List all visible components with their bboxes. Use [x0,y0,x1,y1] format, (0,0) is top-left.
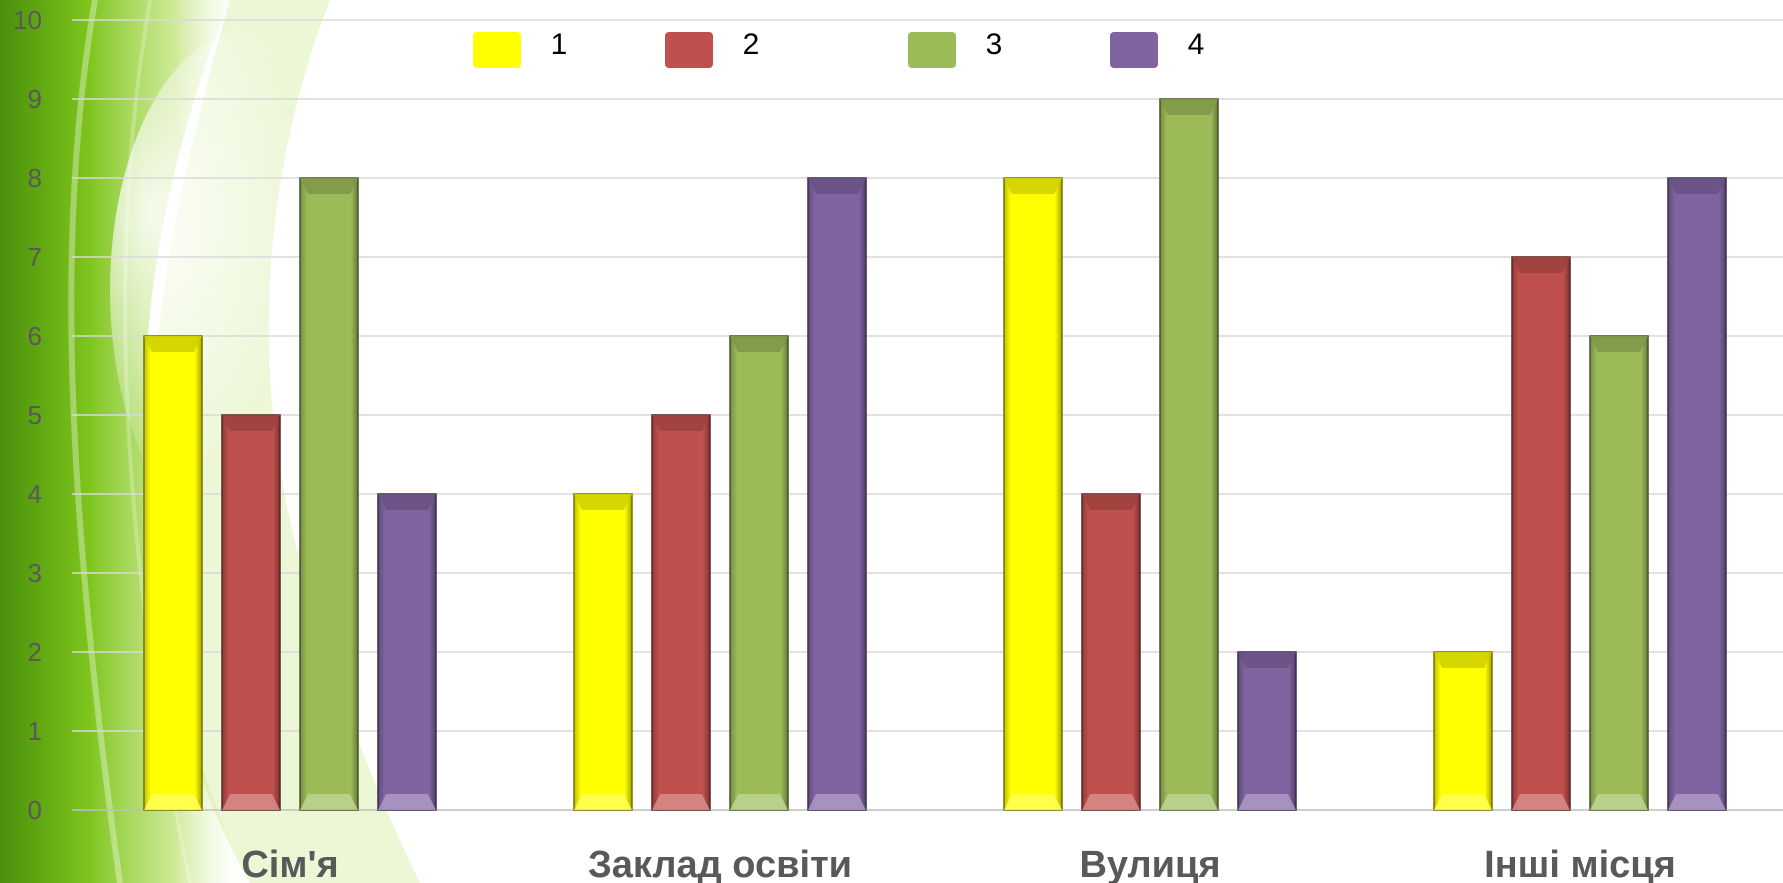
x-category-label: Сім'я [241,844,338,883]
legend-label: 2 [743,28,760,61]
y-tick-label: 8 [28,163,42,193]
y-axis-ticks: 0 1 2 3 4 5 6 7 8 9 10 [13,5,42,825]
y-tick-label: 3 [28,558,42,588]
y-tick-label: 9 [28,84,42,114]
bar [1003,177,1063,811]
bar [143,335,203,811]
legend-swatch [665,32,713,68]
bar [651,414,711,811]
legend-swatch [473,32,521,68]
x-axis-labels: Сім'я Заклад освіти Вулиця Інші місця [241,844,1675,883]
x-category-label: Інші місця [1484,844,1676,883]
legend-label: 3 [986,28,1003,61]
y-tick-label: 0 [28,795,42,825]
legend-item: 3 [908,28,1002,68]
bars [143,98,1727,811]
legend-swatch [908,32,956,68]
legend-swatch [1110,32,1158,68]
bar [729,335,789,811]
x-category-label: Вулиця [1079,844,1220,883]
legend: 1 2 3 4 [473,28,1204,68]
bar [807,177,867,811]
legend-item: 2 [665,28,759,68]
bar [1589,335,1649,811]
bar [1511,256,1571,811]
bar [573,493,633,811]
bar [1667,177,1727,811]
legend-item: 4 [1110,28,1204,68]
x-category-label: Заклад освіти [588,844,852,883]
y-tick-label: 4 [28,479,42,509]
bar [1237,651,1297,811]
y-tick-label: 2 [28,637,42,667]
y-tick-label: 6 [28,321,42,351]
legend-item: 1 [473,28,567,68]
bar [1433,651,1493,811]
bar [1081,493,1141,811]
bar [221,414,281,811]
bar [377,493,437,811]
y-tick-label: 1 [28,716,42,746]
bar [1159,98,1219,811]
y-tick-label: 10 [13,5,42,35]
y-tick-label: 5 [28,400,42,430]
y-tick-label: 7 [28,242,42,272]
legend-label: 1 [551,28,568,61]
legend-label: 4 [1188,28,1205,61]
bar [299,177,359,811]
